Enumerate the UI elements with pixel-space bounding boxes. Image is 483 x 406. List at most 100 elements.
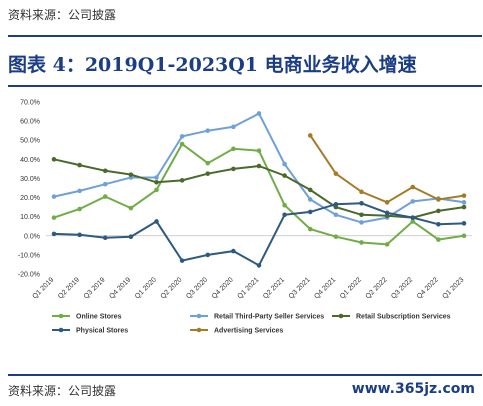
data-point xyxy=(333,201,339,207)
data-point xyxy=(410,199,416,204)
data-point xyxy=(282,212,287,218)
data-point xyxy=(231,146,236,152)
y-tick-label: 60.0% xyxy=(20,119,40,126)
data-point xyxy=(461,204,467,210)
x-tick-label: Q3 2022 xyxy=(390,276,414,300)
rule-under-title xyxy=(8,85,482,87)
data-point xyxy=(179,141,185,147)
x-tick-label: Q4 2019 xyxy=(108,276,132,300)
data-point xyxy=(154,219,159,224)
data-point xyxy=(77,188,82,194)
data-point xyxy=(77,162,82,168)
data-point xyxy=(102,181,108,187)
y-tick-label: 70.0% xyxy=(20,100,40,107)
data-point xyxy=(128,172,134,177)
data-point xyxy=(359,240,364,245)
data-point xyxy=(256,263,262,268)
x-tick-label: Q4 2022 xyxy=(416,276,440,300)
data-point xyxy=(205,252,211,258)
data-point xyxy=(128,205,134,211)
data-point xyxy=(461,233,467,239)
x-tick-label: Q3 2019 xyxy=(83,276,107,300)
legend-label: Advertising Services xyxy=(214,328,283,335)
data-point xyxy=(436,208,441,214)
x-tick-label: Q2 2022 xyxy=(365,276,389,300)
x-tick-label: Q1 2019 xyxy=(31,276,55,300)
data-point xyxy=(205,128,211,133)
x-tick-label: Q2 2020 xyxy=(160,276,184,300)
y-tick-label: 40.0% xyxy=(20,157,40,164)
y-tick-label: 10.0% xyxy=(20,214,40,221)
data-point xyxy=(154,179,159,185)
x-tick-label: Q3 2020 xyxy=(185,276,209,300)
watermark: www.365jz.com xyxy=(351,381,475,397)
data-point xyxy=(51,157,57,162)
data-point xyxy=(410,215,416,220)
data-point xyxy=(436,197,441,202)
rule-bottom xyxy=(8,374,482,376)
data-point xyxy=(384,242,390,247)
data-point xyxy=(384,210,390,216)
data-point xyxy=(359,220,364,225)
legend-swatch-marker xyxy=(196,313,202,319)
data-point xyxy=(51,231,57,237)
series-line xyxy=(309,134,465,204)
data-point xyxy=(410,184,416,190)
x-tick-label: Q1 2023 xyxy=(441,276,465,300)
legend-label: Online Stores xyxy=(76,314,122,321)
line-chart: 70.0% 60.0% 50.0% 40.0% 30.0% 20.0% 10.0% 0.0% -… xyxy=(18,100,472,335)
data-point xyxy=(333,171,339,176)
y-tick-label: 0.0% xyxy=(24,233,40,240)
x-tick-label: Q1 2021 xyxy=(236,276,260,300)
data-point xyxy=(410,219,416,224)
data-point xyxy=(102,194,108,199)
data-point xyxy=(307,197,313,202)
data-point xyxy=(205,171,211,176)
legend-swatch-marker xyxy=(58,313,64,319)
data-point xyxy=(205,160,211,166)
data-point xyxy=(51,215,57,220)
data-point xyxy=(359,189,364,195)
data-point xyxy=(307,226,313,232)
legend-label: Physical Stores xyxy=(76,328,128,335)
x-tick-label: Q4 2020 xyxy=(211,276,235,300)
x-tick-label: Q3 2021 xyxy=(288,276,312,300)
data-point xyxy=(77,232,82,238)
data-point xyxy=(436,237,441,242)
x-tick-label: Q1 2020 xyxy=(134,276,158,300)
source-note-bottom: 资料来源：公司披露 xyxy=(8,384,117,398)
data-point xyxy=(256,111,262,116)
x-tick-label: Q4 2021 xyxy=(313,276,337,300)
data-point xyxy=(154,175,159,180)
data-point xyxy=(282,173,287,178)
data-point xyxy=(282,202,287,208)
data-point xyxy=(179,258,185,263)
data-point xyxy=(282,161,287,167)
legend-swatch-marker xyxy=(58,327,64,333)
source-note-top: 资料来源：公司披露 xyxy=(8,8,117,22)
data-point xyxy=(307,133,313,138)
data-point xyxy=(179,134,185,139)
legend-swatch-marker xyxy=(338,313,344,319)
y-tick-label: 30.0% xyxy=(20,176,40,183)
legend-swatch-marker xyxy=(196,327,202,333)
data-point xyxy=(231,166,236,172)
data-point xyxy=(333,234,339,240)
data-point xyxy=(384,200,390,205)
rule-top xyxy=(8,35,482,37)
x-tick-label: Q2 2019 xyxy=(57,276,81,300)
y-tick-label: 20.0% xyxy=(20,195,40,202)
y-tick-label: -20.0% xyxy=(18,272,40,279)
x-tick-label: Q2 2021 xyxy=(262,276,286,300)
figure-title: 图表 4：2019Q1-2023Q1 电商业务收入增速 xyxy=(8,54,417,76)
x-tick-label: Q1 2022 xyxy=(339,276,363,300)
legend-label: Retail Third-Party Seller Services xyxy=(214,314,324,321)
data-point xyxy=(359,212,364,218)
data-point xyxy=(461,193,467,198)
data-point xyxy=(128,234,134,240)
data-point xyxy=(179,178,185,183)
data-point xyxy=(333,212,339,218)
data-point xyxy=(359,200,364,206)
data-point xyxy=(256,163,262,169)
data-point xyxy=(102,235,108,240)
